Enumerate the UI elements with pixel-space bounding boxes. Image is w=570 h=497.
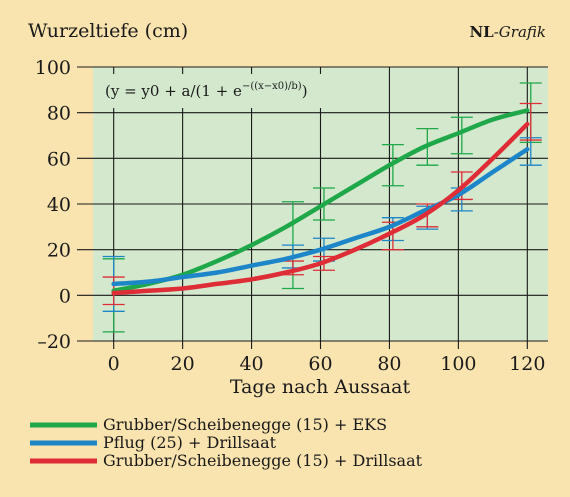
y-axis-title: Wurzeltiefe (cm) bbox=[28, 20, 188, 42]
formula-exponent: −((x−x0)/b) bbox=[242, 81, 302, 92]
formula-main: (y = y0 + a/(1 + e bbox=[105, 82, 242, 100]
x-tick-label-40: 40 bbox=[239, 353, 263, 375]
formula-close: ) bbox=[302, 82, 308, 100]
y-tick-labels: –20 0 20 40 60 80 100 bbox=[35, 57, 71, 353]
series-line-0 bbox=[111, 108, 530, 294]
y-tick-label-40: 40 bbox=[47, 194, 71, 216]
y-tick-label-60: 60 bbox=[47, 148, 71, 170]
x-tick-label-20: 20 bbox=[171, 353, 195, 375]
error-bar-s0-p5 bbox=[450, 116, 473, 155]
x-tick-label-80: 80 bbox=[377, 353, 401, 375]
x-tick-label-60: 60 bbox=[308, 353, 332, 375]
formula-box: (y = y0 + a/(1 + e−((x−x0)/b)) bbox=[96, 74, 358, 108]
x-tick-labels: 0 20 40 60 80 100 120 bbox=[108, 353, 546, 375]
y-tick-label--20: –20 bbox=[37, 331, 71, 353]
error-bar-s2-p6 bbox=[519, 102, 542, 141]
legend-label-2: Grubber/Scheibenegge (15) + Drillsaat bbox=[103, 451, 423, 470]
brand-italic: -Grafik bbox=[494, 23, 546, 41]
brand-bold: NL bbox=[469, 23, 494, 41]
y-tick-label-20: 20 bbox=[47, 240, 71, 262]
brand-label: NL-Grafik bbox=[469, 23, 546, 41]
x-axis-title: Tage nach Aussaat bbox=[230, 376, 411, 398]
legend-label-1: Pflug (25) + Drillsaat bbox=[103, 433, 277, 452]
legend-label-0: Grubber/Scheibenegge (15) + EKS bbox=[103, 415, 387, 434]
series-line-2 bbox=[111, 121, 530, 296]
y-tick-label-80: 80 bbox=[47, 103, 71, 125]
fitted-curves bbox=[111, 108, 530, 296]
x-tick-label-120: 120 bbox=[509, 353, 545, 375]
formula-text: (y = y0 + a/(1 + e−((x−x0)/b)) bbox=[105, 81, 308, 100]
x-tick-label-0: 0 bbox=[108, 353, 120, 375]
x-tick-label-100: 100 bbox=[440, 353, 476, 375]
series-line-1 bbox=[111, 146, 530, 287]
y-tick-label-0: 0 bbox=[59, 285, 71, 307]
y-tick-label-100: 100 bbox=[35, 57, 71, 79]
formula-background bbox=[96, 74, 358, 108]
